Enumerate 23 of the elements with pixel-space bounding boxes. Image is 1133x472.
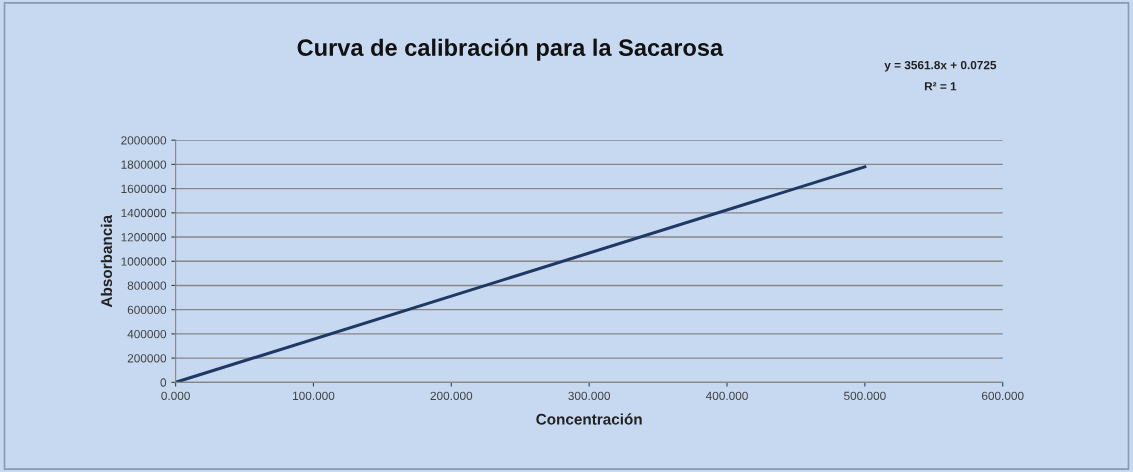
y-tick-label: 1200000 xyxy=(121,233,167,242)
y-tick-label: 600000 xyxy=(127,305,167,315)
x-axis-title: Concentración xyxy=(536,413,642,425)
y-tick-label: 1000000 xyxy=(121,257,167,266)
x-tick-label: 200.000 xyxy=(430,391,473,401)
y-tick-label: 200000 xyxy=(127,354,167,363)
text: R² = 1 xyxy=(924,82,957,91)
chart-title: Curva de calibración para la Sacarosa xyxy=(297,38,724,61)
x-tick-label: 400.000 xyxy=(705,391,748,401)
y-tick-label: 1400000 xyxy=(121,208,167,218)
x-tick-label: 500.000 xyxy=(843,391,886,401)
x-tick-label: 300.000 xyxy=(568,391,611,401)
y-tick-label: 2000000 xyxy=(121,136,167,145)
text: y = 3561.8x + 0.0725 xyxy=(884,60,997,72)
x-tick-label: 100.000 xyxy=(293,391,335,401)
x-tick-label: 0.000 xyxy=(161,391,190,401)
y-axis-title: Absorbancia xyxy=(100,214,113,308)
y-tick-label: 800000 xyxy=(127,281,167,290)
y-tick-label: 400000 xyxy=(127,329,167,339)
y-tick-label: 0 xyxy=(160,378,167,387)
x-tick-label: 600.000 xyxy=(981,391,1024,401)
y-tick-label: 1600000 xyxy=(121,184,167,194)
y-tick-label: 1800000 xyxy=(121,160,167,169)
